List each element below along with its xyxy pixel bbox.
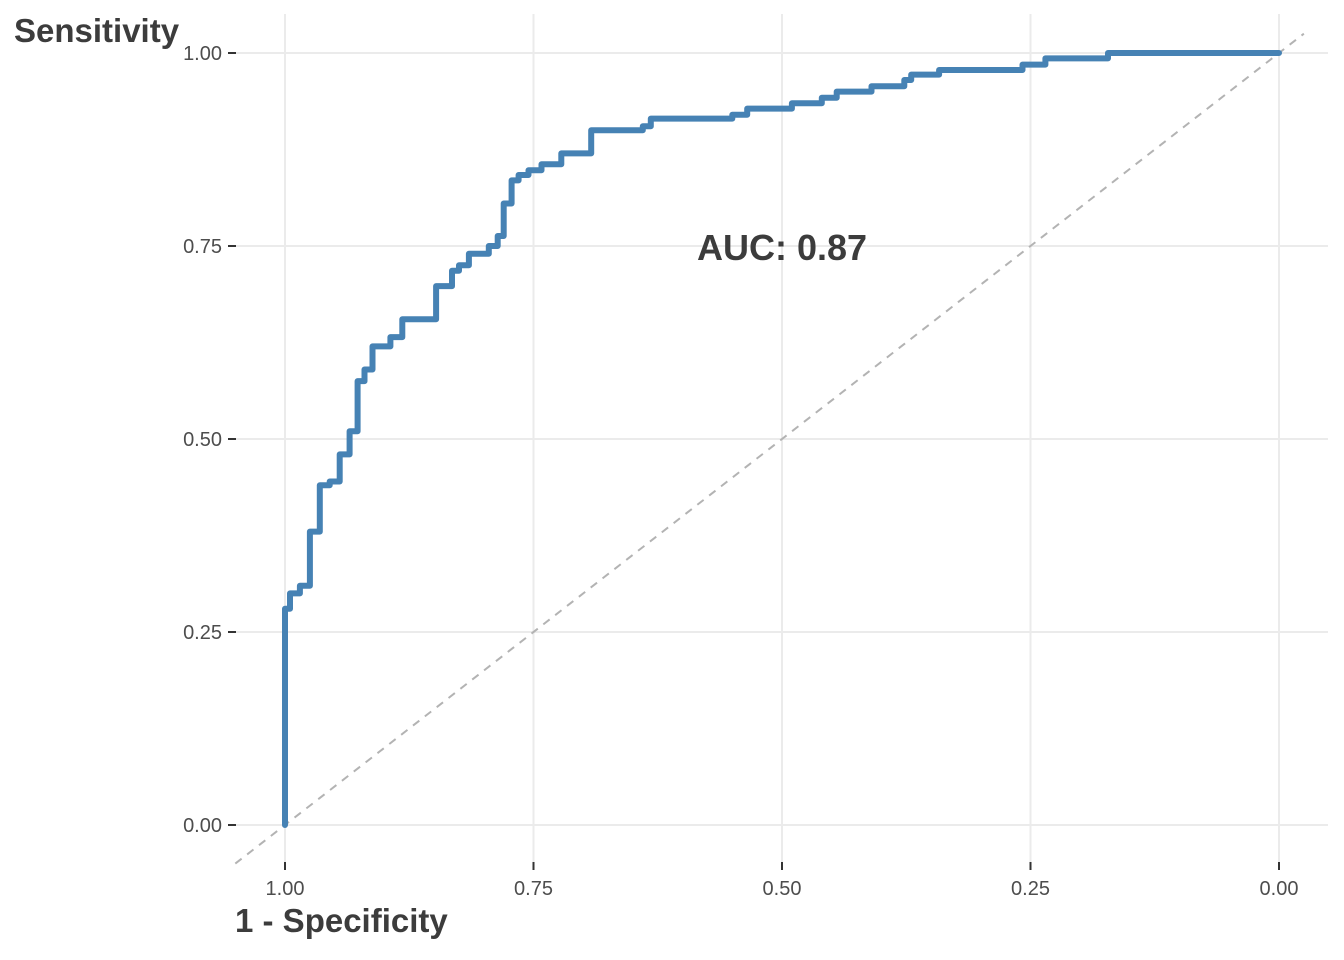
- chance-diagonal-line: [234, 32, 1305, 865]
- x-axis-title: 1 - Specificity: [235, 902, 448, 939]
- y-tick-label: 1.00: [183, 43, 222, 65]
- auc-annotation: AUC: 0.87: [697, 227, 867, 268]
- x-tick-label: 0.25: [1011, 878, 1050, 900]
- x-tick-label: 0.00: [1260, 878, 1299, 900]
- y-tick-label: 0.00: [183, 815, 222, 837]
- x-tick-label: 1.00: [266, 878, 305, 900]
- y-tick-label: 0.25: [183, 622, 222, 644]
- x-tick-label: 0.75: [514, 878, 553, 900]
- y-tick-label: 0.50: [183, 429, 222, 451]
- axes: 1.00 0.75 0.50 0.25 0.00 0.00 0.25 0.50 0.75 1.00: [183, 43, 1298, 900]
- roc-curve: [282, 50, 1282, 828]
- y-axis-title: Sensitivity: [14, 12, 180, 49]
- x-tick-label: 0.50: [763, 878, 802, 900]
- y-tick-label: 0.75: [183, 236, 222, 258]
